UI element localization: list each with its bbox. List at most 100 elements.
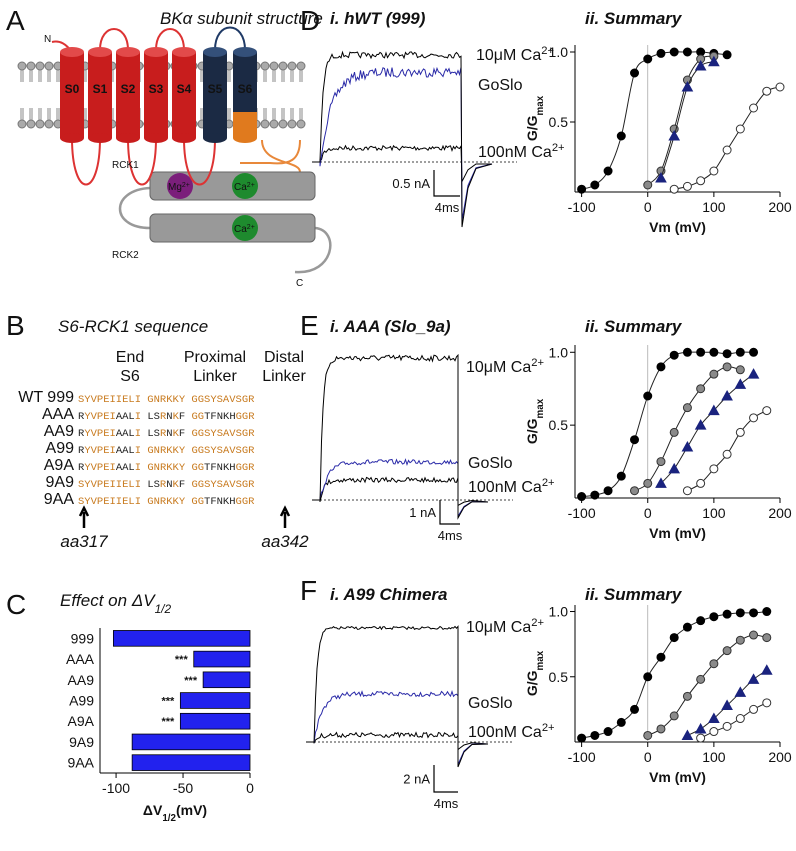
helix-bottom (233, 133, 257, 143)
sequence-run: YVPEI (84, 411, 116, 423)
x-tick-label: 100 (702, 199, 726, 215)
helix-bottom (60, 133, 84, 143)
y-axis-label-part: max (535, 95, 546, 115)
y-tick-label: 9AA (68, 755, 95, 771)
loop (214, 26, 246, 51)
sequence-run: AAL (116, 445, 135, 457)
data-point (749, 630, 759, 640)
trace-label-part: 2+ (552, 142, 565, 154)
loop (71, 137, 101, 186)
y-axis-label-part: G/G (524, 418, 540, 444)
x-axis-label-part: (mV) (176, 802, 207, 818)
data-point (694, 722, 707, 734)
sequence-run: YVPEI (84, 428, 116, 440)
row-name: AAA (42, 406, 74, 423)
data-point (643, 180, 653, 190)
bar (131, 733, 251, 751)
sequence-run: AAL (116, 411, 135, 423)
loop (99, 28, 129, 51)
helix-bottom (116, 133, 140, 143)
scale-current: 1 nA (409, 505, 436, 520)
sequence-run: K (173, 479, 180, 491)
segment-label: S5 (208, 82, 223, 96)
y-tick-label: AA9 (68, 672, 95, 688)
trace-title: i. AAA (Slo_9a) (330, 317, 451, 336)
helix-bottom (203, 133, 227, 143)
lipid-tail (38, 70, 42, 82)
current-trace (312, 476, 489, 507)
data-point (696, 616, 706, 626)
mg-label-part: 2+ (182, 182, 190, 189)
lipid-tail (38, 108, 42, 120)
n-terminus: N (44, 34, 51, 45)
trace-label: 100nM Ca2+ (468, 722, 555, 741)
x-tick-label: 100 (702, 749, 726, 765)
trace-label: 10μM Ca2+ (466, 357, 544, 376)
data-point (708, 55, 720, 67)
sequence-run: F (179, 411, 185, 423)
data-point (630, 435, 640, 445)
data-point (616, 717, 626, 727)
current-trace (312, 66, 493, 221)
x-tick-label: -100 (568, 199, 596, 215)
data-point (709, 727, 719, 737)
trace-label-part: 2+ (531, 357, 544, 369)
data-point (590, 730, 600, 740)
x-tick-label: 0 (644, 199, 652, 215)
data-point (682, 486, 692, 496)
sequence-run: AAL (116, 428, 135, 440)
lipid-tail (20, 108, 24, 120)
data-point (643, 672, 653, 682)
lipid-tail (227, 108, 231, 120)
row-name: 9AA (44, 491, 75, 508)
lipid-head (296, 61, 306, 71)
data-point (669, 427, 679, 437)
panel-letter: F (300, 575, 317, 606)
data-point (694, 419, 707, 430)
sequence-run: R (160, 428, 167, 440)
y-axis-label: G/Gmax (524, 95, 546, 141)
trace-label: GoSlo (468, 455, 513, 472)
y-tick-label: 1.0 (549, 44, 569, 60)
trace-label-part: 100nM Ca (468, 724, 542, 741)
sequence-run: GG (185, 411, 204, 423)
data-point (696, 674, 706, 684)
data-point (669, 350, 679, 360)
lipid-head (17, 61, 27, 71)
data-point (590, 180, 600, 190)
column-header: Linker (193, 368, 237, 385)
x-tick-label: 200 (768, 199, 792, 215)
lipid-tail (29, 70, 33, 82)
sequence: SYVPEIIELI LSRNKF GGSYSAVSGR (78, 479, 255, 491)
lipid-tail (200, 108, 204, 120)
chart-title-part: 1/2 (155, 602, 172, 616)
sequence-run: SYVPEIIELI (78, 479, 147, 491)
lipid-head (287, 119, 297, 129)
data-point (681, 440, 694, 452)
data-point (762, 633, 772, 643)
lipid-head (278, 119, 288, 129)
panel-title: S6-RCK1 sequence (58, 317, 208, 336)
data-point (655, 477, 667, 488)
data-point (775, 82, 785, 92)
column-header: End (116, 349, 144, 366)
sequence-run: AAL (116, 462, 135, 474)
bar (179, 712, 251, 730)
lipid-head (260, 61, 270, 71)
lipid-tail (263, 70, 267, 82)
data-point (696, 478, 706, 488)
data-point (747, 673, 760, 684)
trace-title: i. A99 Chimera (330, 585, 447, 604)
sequence-run: LS (147, 428, 160, 440)
sequence: RYVPEIAALI LSRNKF GGTFNKHGGR (78, 411, 255, 423)
data-point (734, 686, 747, 697)
data-point (735, 608, 745, 618)
chart-title: Effect on ΔV1/2 (60, 591, 171, 616)
data-point (735, 124, 745, 134)
significance: *** (162, 716, 176, 728)
ca-label: Ca2+ (234, 182, 255, 194)
x-axis-label: Vm (mV) (649, 219, 706, 235)
row-name: A9A (44, 457, 75, 474)
sequence-run: GGR (236, 462, 256, 474)
